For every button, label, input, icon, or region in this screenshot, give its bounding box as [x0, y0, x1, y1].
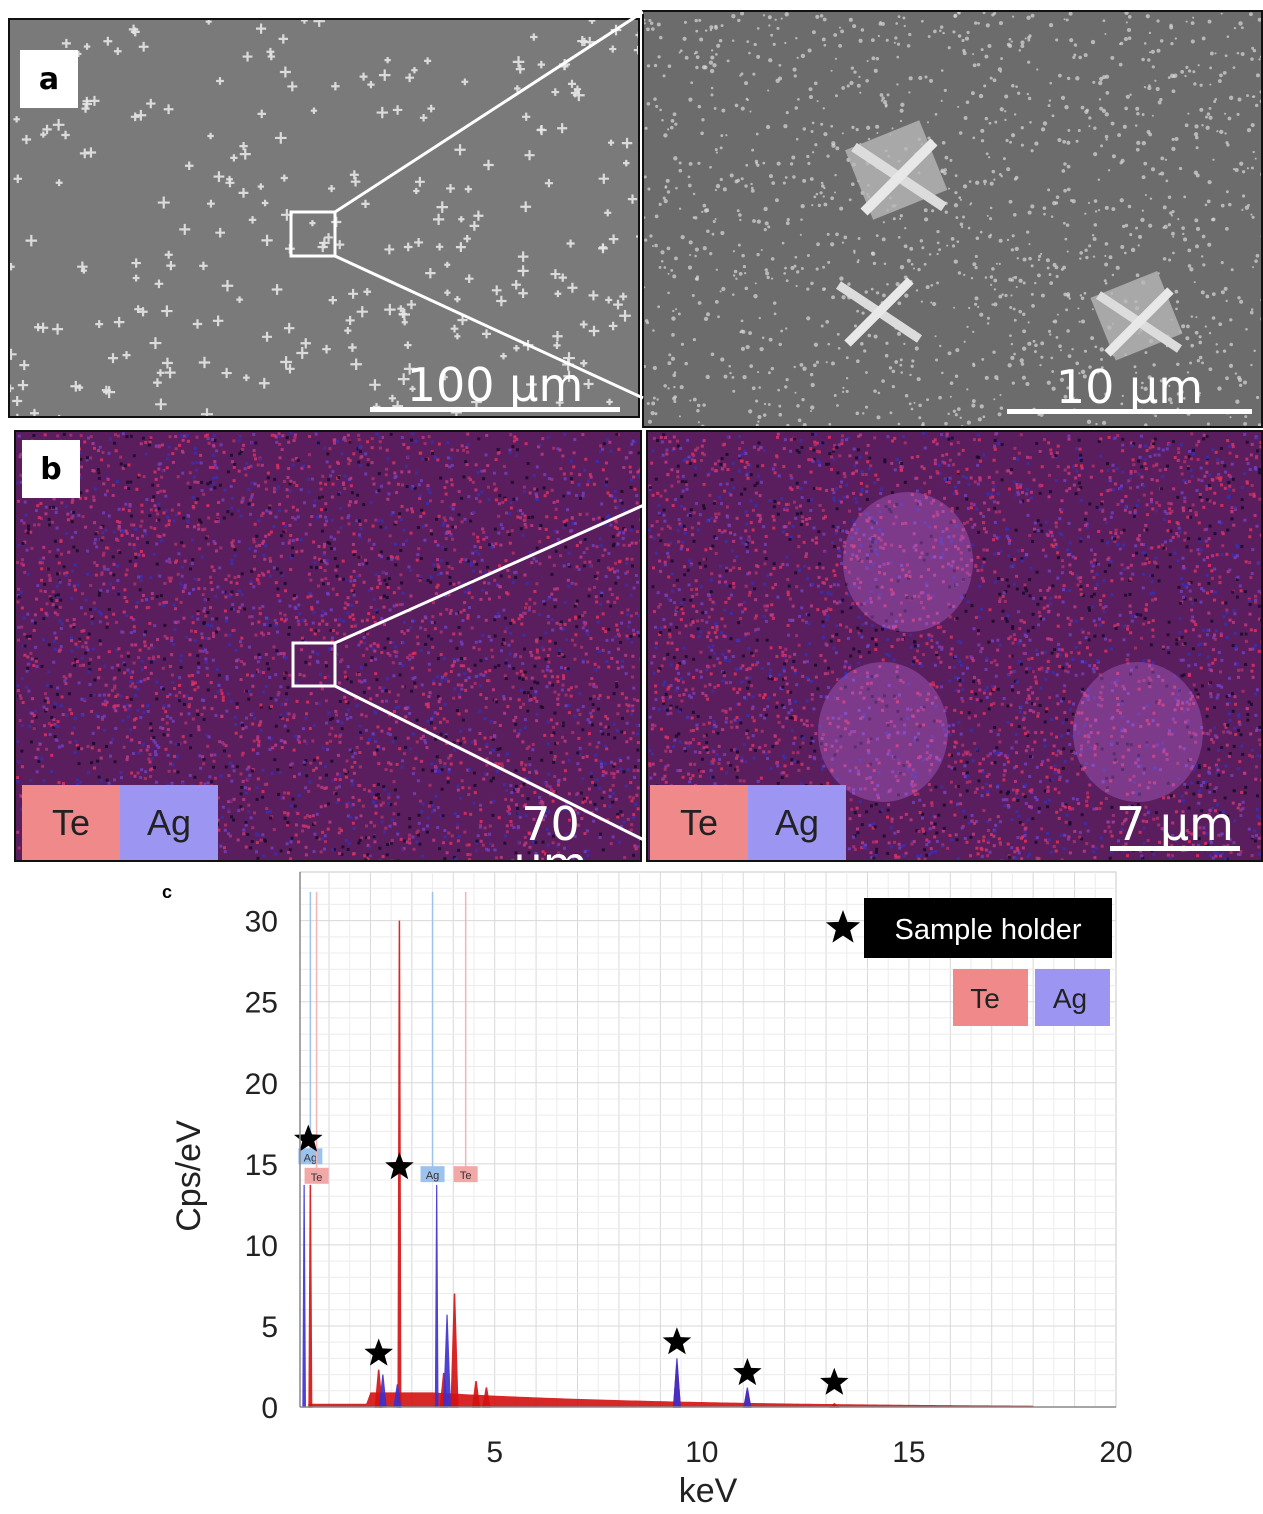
- scale-bar-label: 10 μm: [1055, 360, 1204, 414]
- eds-map-high-mag: Te Ag 7 μm: [646, 430, 1263, 862]
- star-icon: [385, 1152, 414, 1180]
- element-marker-box: [420, 1166, 445, 1183]
- star-icon: [733, 1358, 762, 1386]
- scale-bar-label: 7 μm: [1116, 797, 1234, 851]
- star-icon: [364, 1338, 393, 1366]
- element-legend: Te Ag: [22, 785, 218, 860]
- sem-texture: [10, 20, 638, 416]
- element-marker-box: [304, 1167, 329, 1184]
- element-marker-label: Ag: [426, 1170, 439, 1182]
- scale-bar-line: [1007, 409, 1252, 414]
- element-marker-label: Te: [311, 1172, 323, 1184]
- legend-ag: Ag: [120, 785, 218, 860]
- y-tick-label: 0: [261, 1392, 278, 1425]
- scale-bar-100um: 100 μm: [370, 358, 620, 412]
- legend-ag-label: Ag: [1053, 983, 1087, 1014]
- panel-label-c: c: [162, 882, 172, 902]
- scale-bar-line: [370, 407, 620, 412]
- eds-spectrum-chart: c Ag Te Ag Te 0 5 10 15 20 25 30 5 10 15 20 Cps/eV ke…: [162, 871, 1133, 1510]
- star-icon: [662, 1327, 692, 1355]
- legend-ag: Ag: [748, 785, 846, 860]
- panel-label-a: a: [20, 50, 78, 108]
- scale-bar-label: 100 μm: [406, 358, 584, 412]
- legend-te: Te: [22, 785, 120, 860]
- x-tick-label: 10: [685, 1436, 718, 1469]
- element-marker-label: Te: [460, 1170, 472, 1182]
- sem-image-low-mag: a 100 μm: [8, 18, 640, 418]
- x-tick-label: 5: [486, 1436, 503, 1469]
- eds-texture-zoomed: [648, 432, 1261, 860]
- chart-axes: 0 5 10 15 20 25 30 5 10 15 20: [245, 872, 1133, 1469]
- y-tick-label: 10: [245, 1230, 278, 1263]
- legend-te-label: Te: [970, 983, 1000, 1014]
- y-tick-label: 20: [245, 1068, 278, 1101]
- chart-legend: Sample holder Te Ag: [825, 898, 1112, 1026]
- star-icon: [294, 1124, 323, 1152]
- spectrum-peak-te: [308, 1184, 313, 1408]
- star-icon: [820, 1367, 849, 1395]
- y-axis-title: Cps/eV: [170, 1120, 208, 1232]
- chart-sample-holder-markers: [294, 1124, 849, 1395]
- legend-te-swatch: [953, 969, 1028, 1026]
- x-tick-label: 20: [1099, 1436, 1132, 1469]
- y-tick-label: 30: [245, 906, 278, 939]
- element-marker-box: [453, 1166, 478, 1183]
- y-tick-label: 25: [245, 987, 278, 1020]
- legend-te: Te: [650, 785, 748, 860]
- scale-bar-7um: 7 μm: [1110, 797, 1240, 851]
- element-legend: Te Ag: [650, 785, 846, 860]
- sem-image-high-mag: 10 μm: [642, 10, 1263, 428]
- scale-bar-10um: 10 μm: [1007, 360, 1252, 414]
- x-tick-label: 15: [892, 1436, 925, 1469]
- scale-bar-label: 70 μm: [513, 797, 587, 860]
- element-marker-label: Ag: [304, 1152, 317, 1164]
- chart-peak-labels: Ag Te Ag Te: [298, 892, 478, 1184]
- legend-sample-holder-box: [864, 898, 1112, 958]
- sem-texture-zoomed: [644, 12, 1261, 426]
- scale-bar-70um: 70 μm: [478, 797, 623, 860]
- y-tick-label: 5: [261, 1311, 278, 1344]
- panel-label-b: b: [22, 440, 80, 498]
- eds-map-low-mag: b Te Ag 70 μm: [14, 430, 642, 862]
- scale-bar-line: [1110, 846, 1240, 851]
- y-tick-label: 15: [245, 1149, 278, 1182]
- legend-ag-swatch: [1035, 969, 1110, 1026]
- x-axis-title: keV: [679, 1472, 738, 1510]
- star-icon: [825, 910, 861, 943]
- legend-sample-holder-label: Sample holder: [895, 914, 1082, 946]
